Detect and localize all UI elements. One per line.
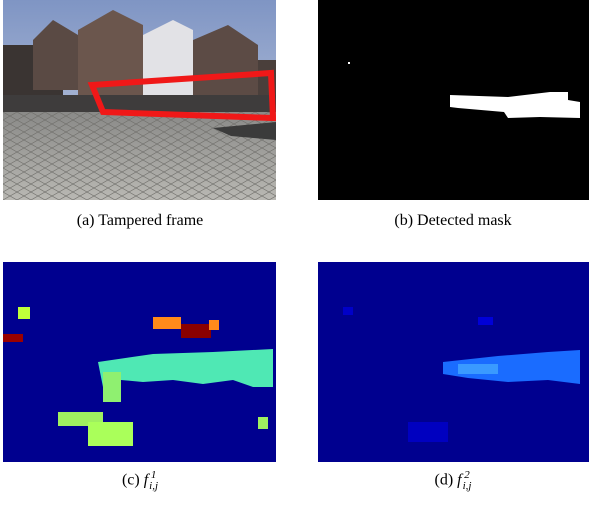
caption: (a) Tampered frame <box>0 212 280 230</box>
caption-text: Detected mask <box>417 212 512 229</box>
caption-text: i,j <box>149 481 158 492</box>
caption-text: (b) <box>394 212 413 229</box>
tampered-frame-image <box>3 0 276 200</box>
caption-text: (d) <box>435 472 454 489</box>
caption-text: (a) <box>77 212 95 229</box>
caption-text: f <box>457 472 461 489</box>
caption-text: i,j <box>463 481 472 492</box>
figure: (a) Tampered frame (b) Detected mask (c)… <box>0 0 589 508</box>
feature-map-2 <box>318 262 589 462</box>
caption: (b) Detected mask <box>313 212 589 230</box>
detected-mask-image <box>318 0 589 200</box>
feature-map-1 <box>3 262 276 462</box>
caption-text: (c) <box>122 472 140 489</box>
caption-text: f <box>144 472 148 489</box>
caption-text: Tampered frame <box>98 212 203 229</box>
